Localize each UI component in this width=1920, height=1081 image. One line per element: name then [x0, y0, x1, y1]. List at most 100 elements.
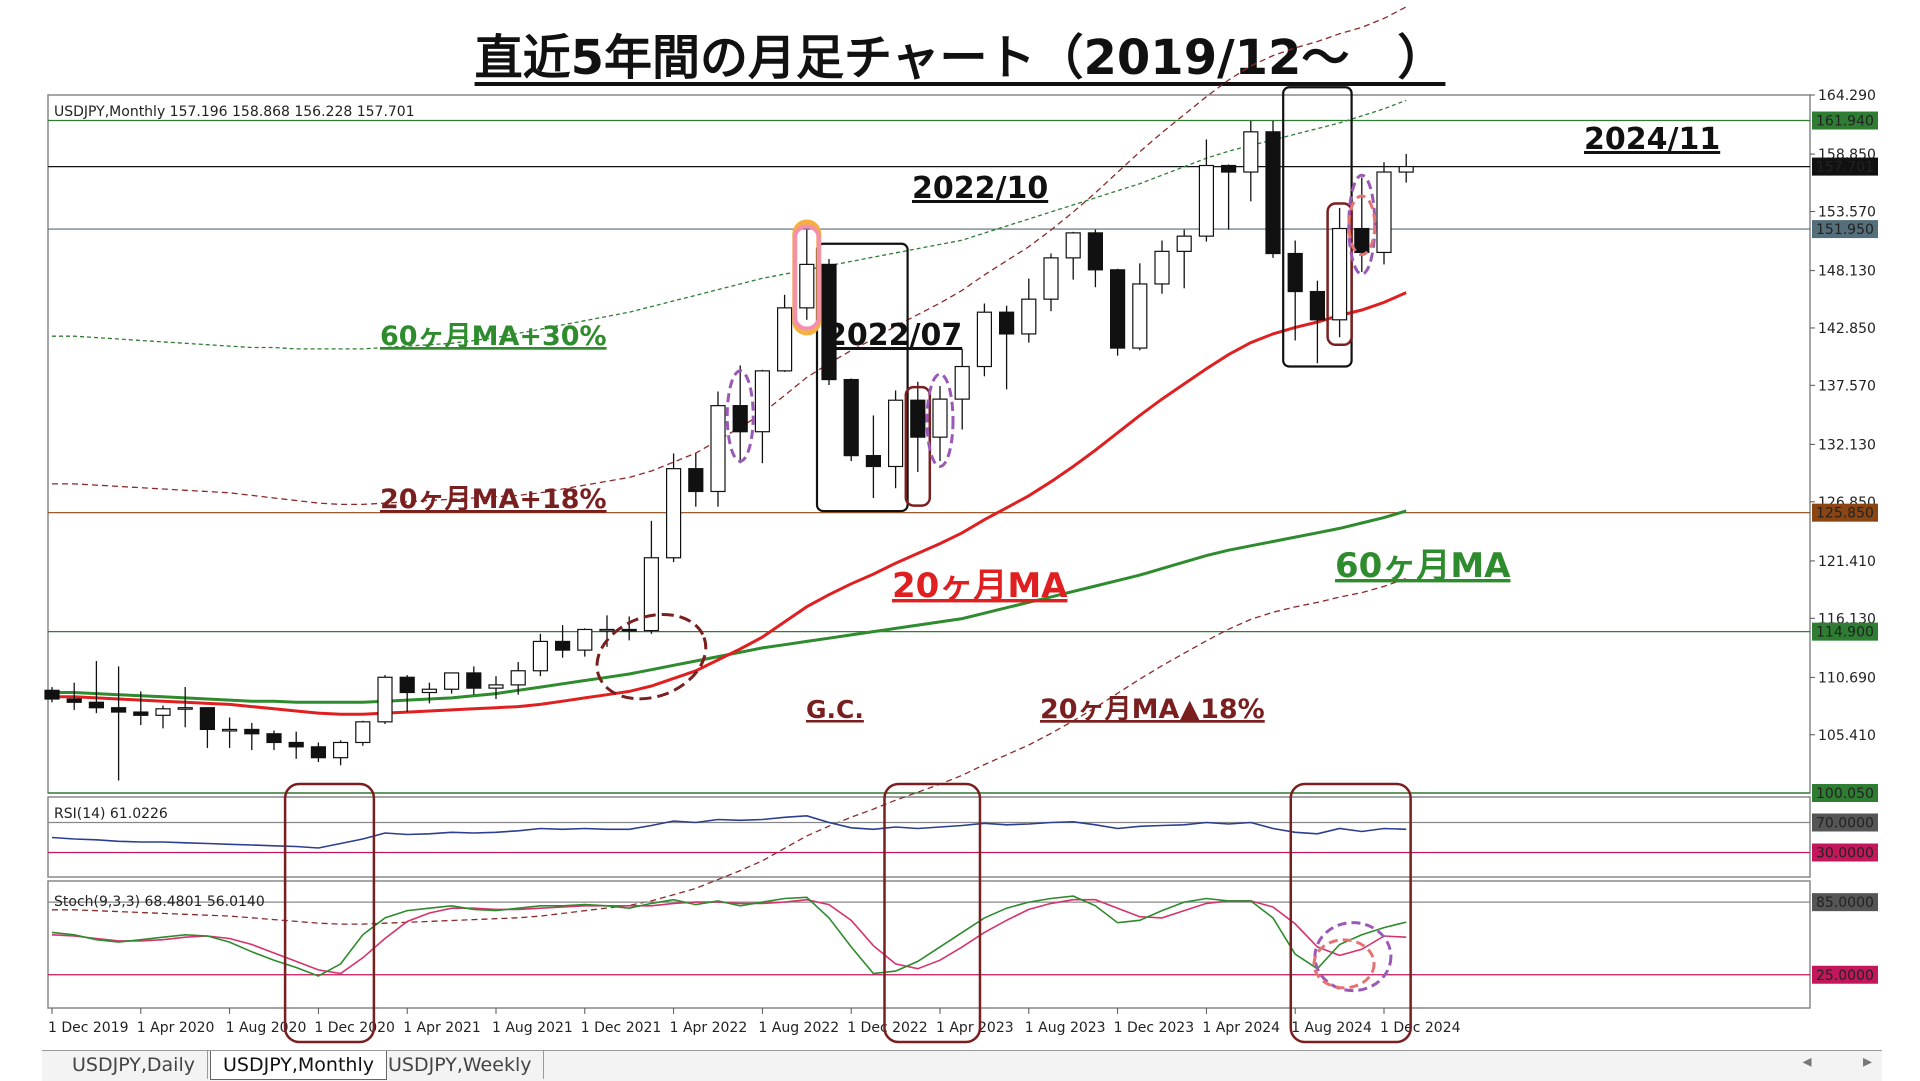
candle: [1132, 263, 1148, 351]
candle-body: [954, 365, 970, 400]
candle: [244, 722, 260, 751]
candle: [310, 742, 326, 763]
candle-body: [976, 311, 993, 368]
level-tag: [1812, 111, 1878, 130]
annotation-ma60: 60ヶ月MA: [1335, 546, 1511, 586]
candle: [44, 687, 60, 703]
y-tick-label: 148.130: [1818, 264, 1876, 280]
candle-body: [288, 741, 304, 748]
candle-body: [710, 405, 726, 493]
level-tag-label: 100.050: [1816, 786, 1874, 802]
candle: [887, 390, 904, 489]
candle-body: [665, 468, 682, 559]
annotation-ma20-minus18: 20ヶ月MA▲18%: [1040, 694, 1265, 725]
candle: [155, 705, 171, 729]
annotation-2024-11: 2024/11: [1584, 122, 1720, 157]
candle-body: [355, 721, 371, 744]
candle: [88, 660, 105, 714]
x-tick-label: 1 Apr 2020: [137, 1020, 215, 1036]
x-tick-label: 1 Aug 2022: [758, 1020, 839, 1036]
candle-body: [1398, 165, 1414, 173]
x-tick-label: 1 Apr 2021: [403, 1020, 481, 1036]
x-tick-label: 1 Dec 2023: [1114, 1020, 1195, 1036]
level-tag: [1812, 784, 1878, 802]
candle-body: [488, 684, 504, 689]
candle: [799, 229, 815, 320]
candle: [998, 305, 1015, 390]
x-tick-label: 1 Dec 2019: [48, 1020, 129, 1036]
candle: [1043, 253, 1059, 312]
main-header: USDJPY,Monthly 157.196 158.868 156.228 1…: [54, 104, 415, 120]
candle-body: [1087, 232, 1104, 271]
candle-body: [88, 701, 105, 709]
candle-body: [1331, 227, 1348, 321]
candle-body: [1021, 298, 1037, 335]
ellipse-2022-07: [725, 369, 755, 463]
box-2022-decline: [815, 242, 909, 513]
ma20-minus18-curve: [52, 577, 1407, 925]
candle-body: [466, 672, 482, 689]
tab-usdjpy-weekly[interactable]: USDJPY,Weekly: [376, 1051, 545, 1079]
candle-body: [177, 707, 193, 710]
candle-body: [688, 468, 704, 493]
candle: [554, 625, 571, 658]
indicator-box-1: [883, 782, 982, 1044]
candle: [1309, 280, 1326, 364]
rsi-level-label: 70.0000: [1816, 816, 1874, 832]
x-tick-label: 1 Apr 2022: [670, 1020, 748, 1036]
candle: [932, 386, 948, 462]
level-tag-label: 157.701: [1816, 160, 1874, 176]
candle: [732, 365, 748, 464]
candle-body: [865, 455, 882, 468]
candle-body: [244, 728, 260, 735]
candle: [1354, 177, 1370, 272]
candle-body: [44, 689, 60, 700]
candle-body: [1243, 131, 1259, 173]
indicator-box-0: [283, 782, 376, 1044]
candle-body: [799, 263, 815, 309]
candle: [821, 258, 837, 386]
x-tick-label: 1 Dec 2020: [314, 1020, 395, 1036]
stoch-level-tag: [1812, 965, 1878, 984]
candle: [1376, 162, 1392, 265]
tab-usdjpy-monthly[interactable]: USDJPY,Monthly: [210, 1051, 387, 1080]
scroll-right-icon[interactable]: ▸: [1862, 1051, 1872, 1072]
candle: [710, 391, 726, 507]
candle: [1198, 139, 1215, 242]
candle: [177, 687, 193, 728]
candle-body: [199, 707, 215, 731]
candle-body: [510, 670, 526, 686]
chart-tab-bar: USDJPY,Daily USDJPY,Monthly USDJPY,Weekl…: [42, 1050, 1882, 1081]
candle: [910, 381, 926, 472]
page-title-text: 直近5年間の月足チャート（2019/12～ ）: [474, 30, 1446, 86]
candle: [110, 666, 127, 781]
y-tick-label: 142.850: [1818, 321, 1876, 337]
candle-body: [643, 557, 660, 632]
y-tick-label: 121.410: [1818, 554, 1876, 570]
candle: [1398, 153, 1414, 183]
ma20-line: [52, 291, 1407, 716]
candle-body: [1376, 171, 1392, 254]
scroll-left-icon[interactable]: ◂: [1802, 1051, 1812, 1072]
candle-body: [110, 707, 127, 713]
ma60-plus30-curve: [52, 99, 1407, 350]
candle-body: [421, 688, 437, 694]
candle: [421, 682, 437, 704]
candle: [266, 730, 282, 751]
annotation-ma20-plus18: 20ヶ月MA+18%: [380, 484, 607, 515]
ellipse-2023-03: [925, 372, 955, 468]
page-title: 直近5年間の月足チャート（2019/12～ ）: [0, 18, 1920, 88]
candle-body: [1220, 164, 1237, 173]
tab-scroll-controls: ◂ ▸: [1802, 1051, 1872, 1072]
candle-body: [444, 672, 460, 690]
tab-usdjpy-daily[interactable]: USDJPY,Daily: [60, 1051, 208, 1079]
candle-body: [310, 746, 326, 759]
chart-canvas: 164.290158.850153.570148.130142.850137.5…: [44, 6, 1878, 1044]
x-tick-label: 1 Dec 2022: [847, 1020, 928, 1036]
candle-body: [910, 399, 926, 438]
rsi-panel: [47, 796, 1811, 878]
candle: [133, 691, 149, 726]
ma20-plus18-curve: [52, 6, 1407, 506]
ellipse-golden-cross: [595, 612, 708, 701]
x-tick-label: 1 Aug 2024: [1291, 1020, 1372, 1036]
